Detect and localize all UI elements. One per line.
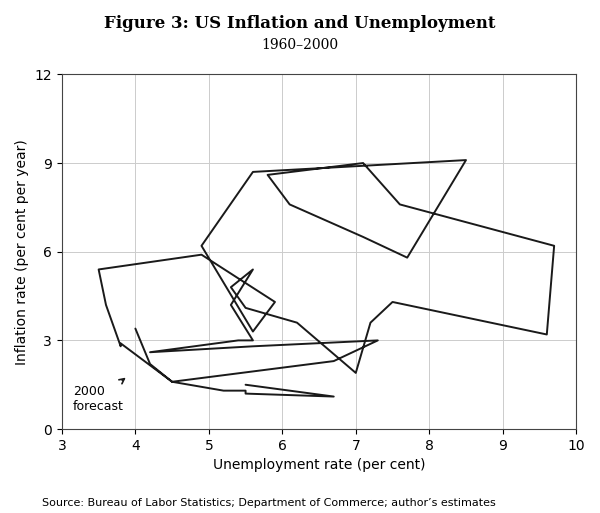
Text: 2000
forecast: 2000 forecast xyxy=(73,379,124,413)
Text: Figure 3: US Inflation and Unemployment: Figure 3: US Inflation and Unemployment xyxy=(104,15,496,32)
Text: 1960–2000: 1960–2000 xyxy=(262,38,338,52)
Y-axis label: Inflation rate (per cent per year): Inflation rate (per cent per year) xyxy=(15,139,29,365)
X-axis label: Unemployment rate (per cent): Unemployment rate (per cent) xyxy=(213,458,425,472)
Text: Source: Bureau of Labor Statistics; Department of Commerce; author’s estimates: Source: Bureau of Labor Statistics; Depa… xyxy=(42,498,496,508)
